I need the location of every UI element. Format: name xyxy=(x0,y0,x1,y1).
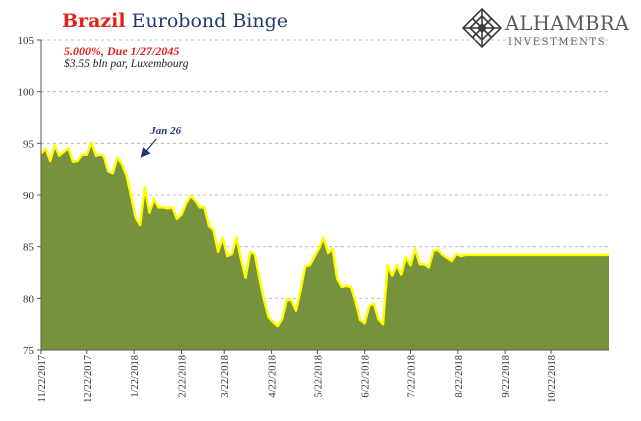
alhambra-diamond-lattice-icon xyxy=(462,8,502,48)
annotation-jan26: Jan 26 xyxy=(140,125,182,158)
annotation-label: Jan 26 xyxy=(149,125,181,137)
title-part-eurobond: Eurobond Binge xyxy=(131,10,289,32)
logo-tagline: INVESTMENTS xyxy=(508,37,607,48)
chart-title: Brazil Eurobond Binge xyxy=(62,10,288,32)
title-part-brazil: Brazil xyxy=(62,10,126,32)
x-tick-label: 1/22/2018 xyxy=(130,355,141,398)
x-tick-label: 2/22/2018 xyxy=(177,355,188,398)
x-tick-label: 9/22/2018 xyxy=(501,355,512,398)
x-tick-label: 6/22/2018 xyxy=(361,355,372,398)
y-tick-label: 75 xyxy=(23,345,35,357)
y-tick-label: 85 xyxy=(23,242,35,254)
y-tick-label: 90 xyxy=(23,190,35,202)
x-tick-label: 12/22/2017 xyxy=(83,355,94,403)
axes: 75 80 85 90 95 100 105 11/22/2017 12/22/2017 1/22… xyxy=(18,35,609,403)
x-tick-label: 4/22/2018 xyxy=(268,355,279,398)
annotation-arrow xyxy=(140,138,157,158)
x-tick-label: 5/22/2018 xyxy=(313,355,324,398)
bond-issue-subtitle: $3.55 bln par, Luxembourg xyxy=(64,58,189,70)
y-tick-label: 95 xyxy=(23,138,35,150)
x-tick-label: 7/22/2018 xyxy=(407,355,418,398)
x-tick-label: 11/22/2017 xyxy=(37,355,48,402)
y-tick-label: 100 xyxy=(18,87,35,99)
bond-terms-subtitle: 5.000%, Due 1/27/2045 xyxy=(64,44,180,58)
x-tick-label: 3/22/2018 xyxy=(220,355,231,398)
x-tick-label: 10/22/2018 xyxy=(547,355,558,403)
y-tick-label: 80 xyxy=(23,293,35,305)
logo-name: ALHAMBRA xyxy=(505,12,630,35)
x-tick-label: 8/22/2018 xyxy=(454,355,465,398)
y-tick-label: 105 xyxy=(18,35,35,47)
price-series-line xyxy=(40,141,609,328)
